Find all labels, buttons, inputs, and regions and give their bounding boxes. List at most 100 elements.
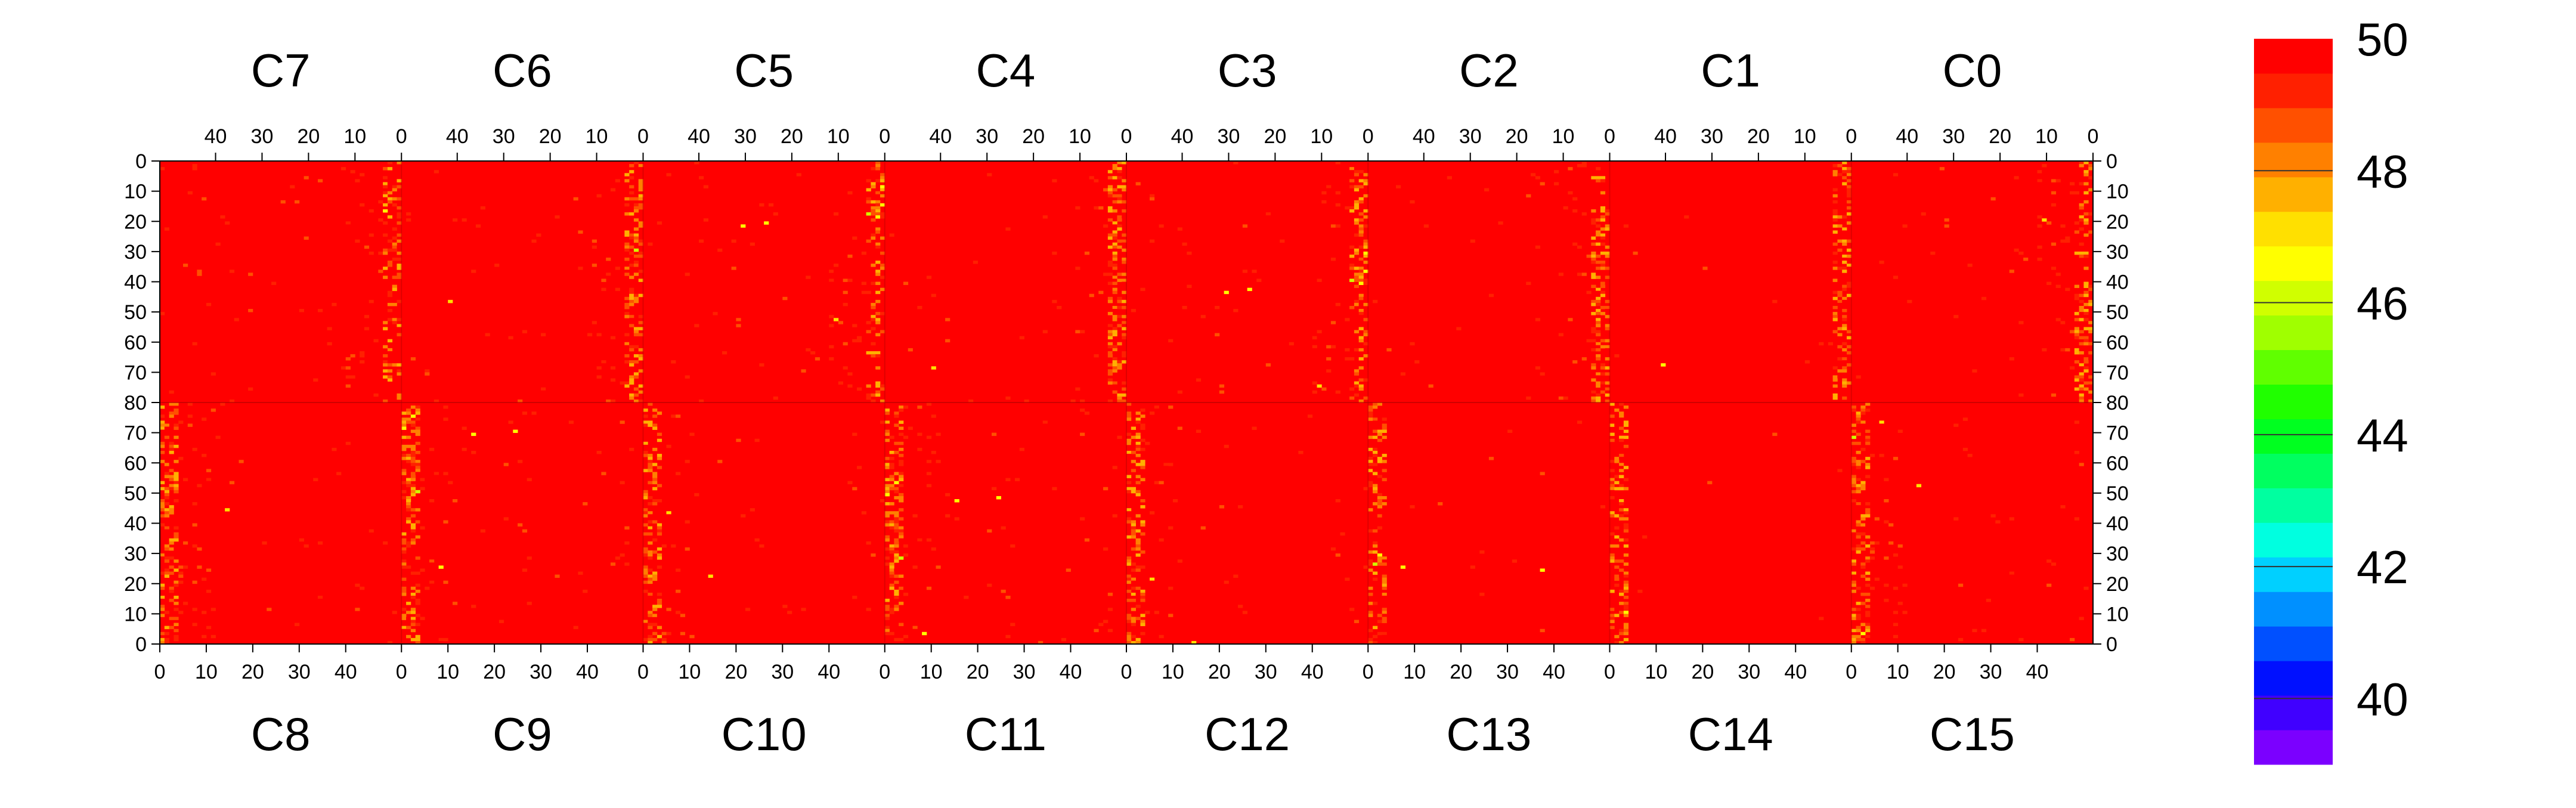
heatmap-cell (894, 541, 899, 545)
top-x-tick-label: 20 (1022, 125, 1045, 148)
heatmap-cell (917, 233, 922, 237)
y-tick-label: 10 (124, 181, 147, 203)
heatmap-cell (160, 438, 165, 442)
heatmap-cell (903, 553, 909, 557)
heatmap-cell (332, 302, 337, 307)
heatmap-cell (1609, 487, 1615, 491)
heatmap-cell (1856, 637, 1861, 642)
heatmap-cell (1470, 239, 1475, 243)
heatmap-cell (1107, 589, 1113, 593)
heatmap-cell (1596, 236, 1601, 240)
heatmap-cell (210, 634, 216, 639)
heatmap-cell (1572, 209, 1578, 213)
heatmap-cell (1591, 339, 1596, 343)
heatmap-cell (624, 258, 630, 261)
heatmap-cell (2088, 299, 2094, 304)
heatmap-cell (889, 547, 894, 551)
heatmap-cell (522, 568, 528, 572)
heatmap-cell (1851, 463, 1856, 466)
heatmap-cell (1614, 559, 1620, 563)
heatmap-cell (174, 580, 179, 584)
heatmap-cell (657, 565, 662, 569)
heatmap-cell (652, 577, 658, 581)
heatmap-cell (182, 264, 188, 267)
heatmap-cell (1112, 230, 1117, 234)
heatmap-cell (1373, 348, 1378, 352)
heatmap-cell (345, 441, 351, 445)
heatmap-cell (624, 267, 630, 270)
heatmap-cell (2074, 378, 2080, 382)
heatmap-cell (415, 637, 420, 642)
heatmap-cell (1605, 306, 1610, 309)
heatmap-cell (1888, 586, 1894, 590)
heatmap-cell (174, 499, 179, 503)
heatmap-cell (1131, 547, 1136, 551)
heatmap-cell (373, 230, 379, 234)
heatmap-cell (917, 375, 922, 379)
heatmap-cell (1832, 164, 1838, 168)
heatmap-cell (1851, 441, 1856, 445)
heatmap-cell (638, 188, 643, 192)
heatmap-cell (383, 267, 388, 270)
heatmap-cell (2074, 348, 2080, 352)
heatmap-cell (1865, 629, 1871, 633)
heatmap-cell (1614, 460, 1620, 463)
heatmap-cell (643, 469, 648, 472)
heatmap-cell (1196, 526, 1202, 530)
heatmap-cell (1358, 227, 1364, 231)
heatmap-cell (317, 179, 323, 182)
heatmap-cell (1596, 194, 1601, 198)
heatmap-cell (2079, 203, 2084, 207)
heatmap-cell (903, 281, 909, 285)
heatmap-cell (880, 188, 886, 192)
heatmap-cell (2088, 330, 2094, 333)
heatmap-cell (652, 475, 658, 478)
heatmap-cell (210, 444, 216, 448)
heatmap-cell (894, 544, 899, 548)
heatmap-cell (1600, 242, 1606, 246)
heatmap-cell (1112, 387, 1117, 391)
heatmap-cell (1846, 179, 1852, 182)
heatmap-cell (801, 390, 806, 394)
heatmap-cell (1888, 372, 1894, 376)
top-x-tick-label: 30 (734, 125, 757, 148)
heatmap-cell (1126, 617, 1132, 620)
heatmap-cell (689, 414, 695, 418)
heatmap-cell (810, 206, 816, 210)
heatmap-cell (1233, 574, 1239, 578)
heatmap-cell (699, 275, 704, 279)
heatmap-cell (1368, 411, 1373, 415)
heatmap-cell (1340, 209, 1345, 213)
heatmap-cell (527, 478, 532, 482)
heatmap-cell (438, 640, 444, 645)
heatmap-cell (401, 411, 407, 415)
heatmap-cell (657, 438, 662, 442)
heatmap-cell (1005, 596, 1011, 599)
heatmap-cell (1094, 354, 1099, 358)
heatmap-cell (606, 324, 611, 327)
heatmap-cell (420, 499, 425, 503)
heatmap-cell (1842, 182, 1847, 185)
heatmap-cell (536, 523, 541, 527)
heatmap-cell (387, 309, 393, 312)
heatmap-cell (884, 438, 890, 442)
heatmap-cell (1386, 182, 1392, 185)
heatmap-cell (1321, 366, 1327, 370)
heatmap-cell (1335, 339, 1340, 343)
heatmap-cell (638, 194, 643, 198)
heatmap-cell (187, 535, 193, 539)
heatmap-cell (1126, 438, 1132, 442)
heatmap-cell (1131, 596, 1136, 599)
heatmap-cell (1563, 206, 1568, 210)
heatmap-cell (387, 200, 393, 204)
heatmap-cell (443, 405, 448, 409)
heatmap-cell (648, 481, 653, 485)
heatmap-cell (1131, 577, 1136, 581)
heatmap-cell (1373, 484, 1378, 488)
heatmap-cell (1122, 278, 1127, 282)
heatmap-cell (1869, 258, 1875, 261)
heatmap-cell (169, 403, 174, 406)
heatmap-cell (1368, 614, 1373, 617)
heatmap-cell (160, 640, 165, 645)
heatmap-cell (229, 399, 235, 403)
